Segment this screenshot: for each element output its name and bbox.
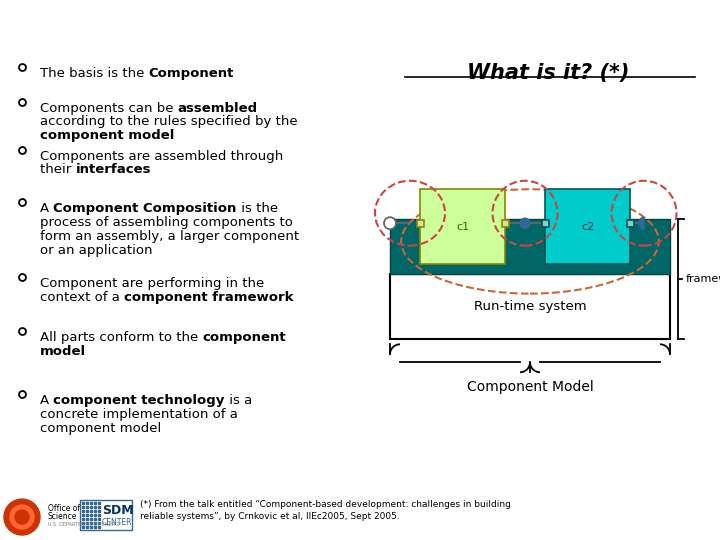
Text: c2: c2 — [581, 222, 594, 232]
Text: process of assembling components to: process of assembling components to — [40, 216, 293, 229]
Text: reliable systems”, by Crnkovic et al, IIEc2005, Sept 2005.: reliable systems”, by Crnkovic et al, II… — [140, 511, 400, 521]
FancyBboxPatch shape — [80, 500, 132, 530]
Text: is a: is a — [225, 394, 252, 407]
Text: interfaces: interfaces — [76, 163, 151, 176]
Text: component model: component model — [40, 422, 161, 435]
Text: context of a: context of a — [40, 291, 124, 304]
Text: according to the rules specified by the: according to the rules specified by the — [40, 116, 297, 129]
Text: component technology: component technology — [53, 394, 225, 407]
Text: or an application: or an application — [40, 244, 153, 256]
Text: Office of: Office of — [48, 504, 80, 512]
Text: Components are assembled through: Components are assembled through — [40, 150, 283, 163]
Text: model: model — [40, 345, 86, 358]
Text: concrete implementation of a: concrete implementation of a — [40, 408, 238, 421]
Circle shape — [15, 510, 29, 524]
Text: What is it? (*): What is it? (*) — [467, 63, 629, 83]
Text: form an assembly, a larger component: form an assembly, a larger component — [40, 230, 299, 243]
Text: CENTER: CENTER — [102, 517, 132, 526]
Text: component model: component model — [40, 129, 174, 142]
Circle shape — [520, 218, 530, 228]
Text: (*) From the talk entitled “Component-based development: challenges in building: (*) From the talk entitled “Component-ba… — [140, 500, 511, 509]
FancyBboxPatch shape — [626, 220, 634, 227]
Text: assembled: assembled — [178, 102, 258, 114]
Text: Science: Science — [48, 511, 77, 521]
FancyBboxPatch shape — [390, 219, 670, 274]
FancyBboxPatch shape — [502, 220, 508, 227]
Text: Component Composition: Component Composition — [53, 202, 237, 215]
Text: Scientific Data Management Center – Scientific Process Automation: Scientific Data Management Center – Scie… — [28, 16, 692, 34]
Text: The basis is the: The basis is the — [40, 66, 148, 80]
Text: framework: framework — [686, 274, 720, 285]
FancyBboxPatch shape — [541, 220, 549, 227]
Text: All parts conform to the: All parts conform to the — [40, 332, 202, 345]
Text: SDM: SDM — [102, 504, 134, 517]
Polygon shape — [639, 217, 644, 229]
Text: Components can be: Components can be — [40, 102, 178, 114]
Text: Component are performing in the: Component are performing in the — [40, 278, 264, 291]
Text: is the: is the — [237, 202, 278, 215]
Text: Component Model: Component Model — [467, 380, 593, 394]
FancyBboxPatch shape — [420, 190, 505, 265]
Text: their: their — [40, 163, 76, 176]
FancyBboxPatch shape — [545, 190, 630, 265]
Circle shape — [10, 505, 34, 529]
Circle shape — [384, 217, 396, 229]
Text: A: A — [40, 202, 53, 215]
Text: Component: Component — [148, 66, 234, 80]
Text: component: component — [202, 332, 286, 345]
FancyBboxPatch shape — [416, 220, 423, 227]
Text: A: A — [40, 394, 53, 407]
Text: Run-time system: Run-time system — [474, 300, 586, 313]
FancyBboxPatch shape — [390, 274, 670, 339]
Text: U.S. DEPARTMENT OF ENERGY: U.S. DEPARTMENT OF ENERGY — [48, 522, 122, 526]
Text: c1: c1 — [456, 222, 469, 232]
Circle shape — [4, 499, 40, 535]
Text: component framework: component framework — [124, 291, 294, 304]
